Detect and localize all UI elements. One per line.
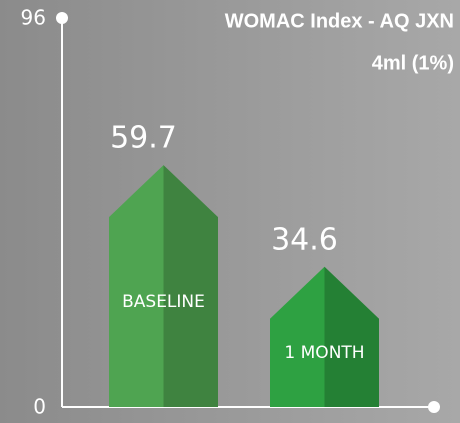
bar [270,266,379,407]
y-tick-label: 0 [33,395,46,419]
category-label: 1 MONTH [284,343,364,363]
y-tick-label: 96 [21,6,46,30]
bar [109,165,218,407]
value-label: 34.6 [271,222,338,257]
y-tick-dot [56,12,68,24]
category-label: BASELINE [122,292,205,312]
axis-dot [428,401,440,413]
chart-subtitle: 4ml (1%) [372,52,454,74]
bar-shade [163,165,218,407]
value-label: 59.7 [110,121,177,156]
chart-title: WOMAC Index - AQ JXN [225,10,454,32]
bar-shade [324,266,379,407]
